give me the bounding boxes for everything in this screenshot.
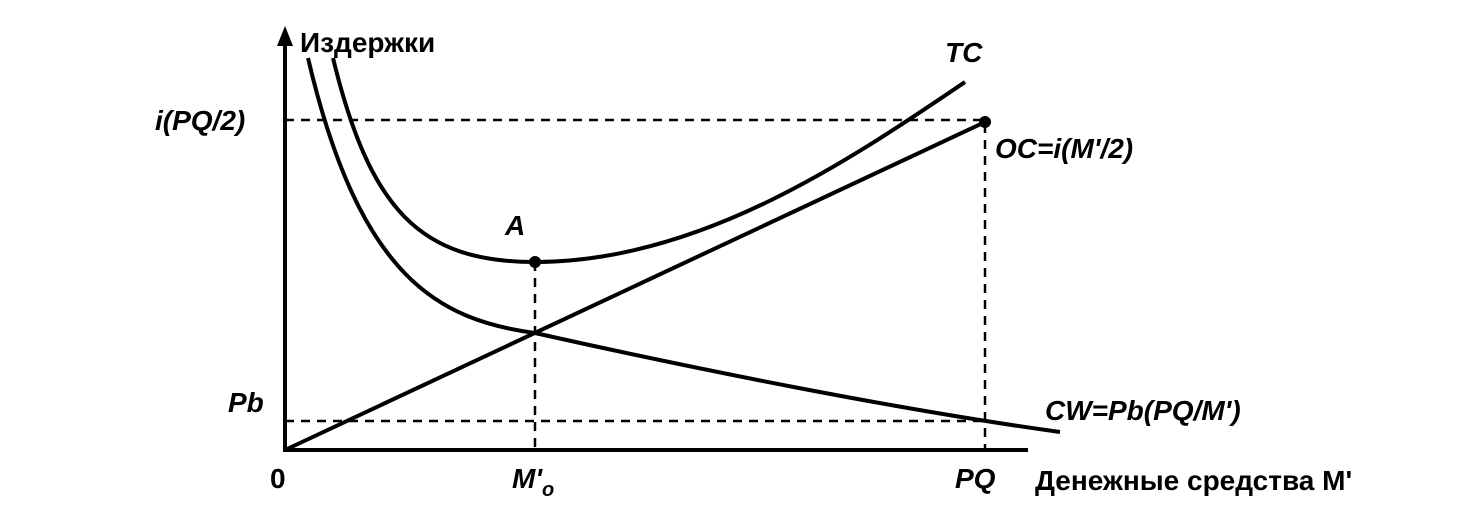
tc-label: TC <box>945 37 983 68</box>
x-tick-max: PQ <box>955 463 996 494</box>
point-a <box>529 256 541 268</box>
x-tick-optimum-sub: o <box>542 479 554 501</box>
oc-label: OC=i(M'/2) <box>995 133 1133 164</box>
guide-top <box>285 118 987 450</box>
cw-curve <box>306 57 1061 434</box>
x-tick-optimum: M'o <box>512 463 554 501</box>
cw-label: CW=Pb(PQ/M') <box>1045 395 1241 426</box>
oc-line <box>284 120 986 452</box>
point-a-label: A <box>504 210 525 241</box>
y-axis-label: Издержки <box>300 27 435 58</box>
y-arrow <box>277 26 293 46</box>
origin-label: 0 <box>270 463 286 494</box>
x-axis-label: Денежные средства M' <box>1035 465 1352 496</box>
y-tick-bottom: Pb <box>228 387 264 418</box>
tc-curve <box>331 57 967 265</box>
x-tick-optimum-main: M' <box>512 463 543 494</box>
y-tick-top: i(PQ/2) <box>155 105 245 136</box>
point-oc-end <box>979 116 991 128</box>
